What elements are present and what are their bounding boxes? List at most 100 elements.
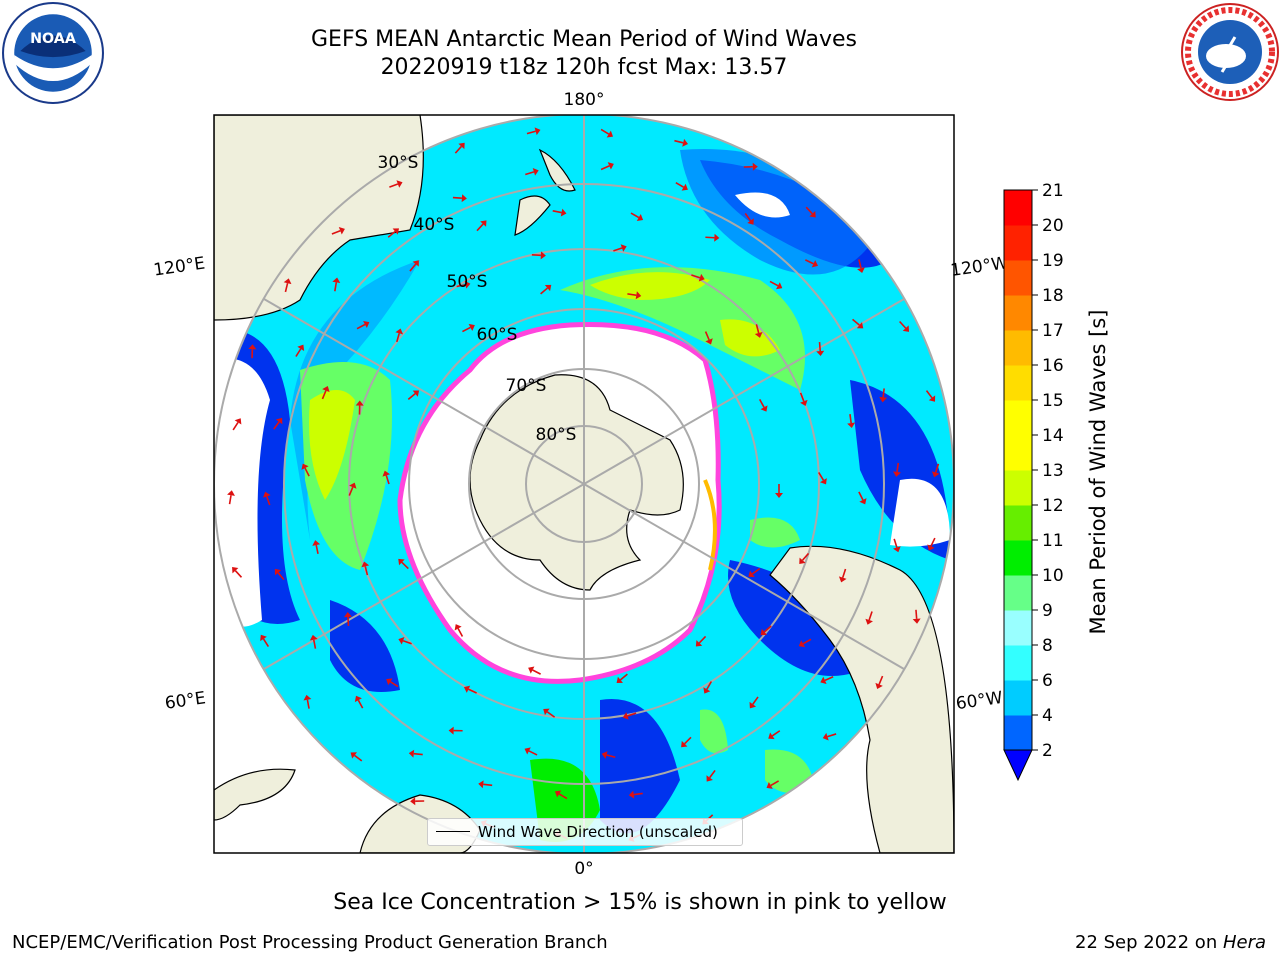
deep-blue-region-s: [600, 699, 680, 834]
wave-arrow-shaft: [878, 675, 884, 685]
map-legend: Wind Wave Direction (unscaled): [427, 818, 743, 846]
wave-arrow-shaft: [456, 283, 466, 288]
wave-arrow-head: [703, 687, 711, 694]
wave-arrow-shaft: [675, 181, 685, 188]
wave-arrow-head: [822, 732, 829, 741]
wave-arrow-shaft: [627, 293, 637, 297]
chart-title: GEFS MEAN Antarctic Mean Period of Wind …: [311, 27, 857, 52]
australia: [214, 115, 424, 321]
wave-arrow-head: [263, 491, 271, 498]
wave-arrow-head: [312, 540, 321, 546]
legend-label: Wind Wave Direction (unscaled): [478, 823, 718, 841]
lon-label-120e: 120°E: [152, 254, 206, 281]
wave-arrow-head: [927, 544, 935, 551]
wave-arrow-head: [606, 130, 614, 138]
wave-arrow-shaft: [633, 792, 643, 796]
colorbar-swatch: [1004, 470, 1032, 506]
wave-arrow-shaft: [751, 567, 761, 575]
wave-arrow-head: [893, 546, 901, 553]
wave-arrow-shaft: [704, 331, 710, 341]
wave-arrow-head: [681, 740, 688, 748]
wave-arrow-shaft: [606, 754, 616, 758]
colorbar-swatch: [1004, 295, 1032, 331]
yellow-region-ne: [720, 319, 780, 357]
wave-arrow-head: [543, 708, 550, 716]
wave-arrow-shaft: [407, 393, 416, 401]
colorbar-swatch: [1004, 575, 1032, 611]
wave-arrow-shaft: [462, 326, 471, 333]
wave-arrow-shaft: [613, 247, 623, 252]
wave-arrow-head: [695, 640, 703, 647]
yellow-region-w: [309, 390, 355, 500]
wave-arrow-head: [847, 422, 856, 429]
antarctica: [469, 374, 684, 591]
wave-arrow-head: [398, 636, 405, 645]
wave-arrow-head: [714, 233, 720, 242]
wave-arrow-head: [392, 228, 400, 235]
white-region-w: [214, 358, 270, 627]
wave-arrow-head: [301, 463, 309, 470]
white-region-e: [890, 478, 950, 547]
wave-arrow-head: [601, 751, 608, 759]
colorbar-swatch: [1004, 190, 1032, 226]
wave-arrow-shaft: [896, 462, 900, 473]
colorbar-tick-label: 20: [1042, 216, 1064, 236]
madagascar: [214, 768, 296, 821]
wave-arrow-shaft: [627, 712, 637, 717]
wave-arrow-shaft: [331, 229, 341, 235]
wave-arrow-head: [698, 273, 705, 282]
colorbar-tick-label: 16: [1042, 356, 1064, 376]
colorbar: 2 4 6 8 9 10 11 12 13 14 15 16 17 18 19 20 21: [1003, 181, 1064, 782]
wave-arrow-shaft: [849, 414, 852, 424]
lat-label-60s: 60°S: [477, 325, 518, 345]
wave-arrow-head: [754, 331, 763, 338]
colorbar-tick-label: 4: [1042, 706, 1053, 726]
wave-arrow-shaft: [802, 638, 812, 645]
colorbar-tick-label: 10: [1042, 566, 1064, 586]
wave-arrow-shaft: [930, 537, 936, 547]
wave-arrow-head: [752, 162, 758, 171]
colorbar-tick-label: 18: [1042, 286, 1064, 306]
wave-arrow-shaft: [827, 733, 837, 738]
lat-label-40s: 40°S: [414, 215, 455, 235]
colorbar-tick-label: 11: [1042, 531, 1064, 551]
wave-arrow-head: [396, 180, 403, 188]
lon-label-180: 180°: [564, 90, 605, 110]
wave-arrow-shaft: [334, 282, 338, 292]
colorbar-swatch: [1004, 610, 1032, 646]
wave-arrow-head: [274, 568, 282, 576]
wave-arrow-head: [928, 395, 936, 402]
new-zealand-south: [514, 195, 551, 236]
wave-arrow-shaft: [674, 139, 684, 144]
wave-arrow-shaft: [389, 183, 399, 188]
wave-arrow-head: [382, 470, 391, 477]
wave-arrow-head: [616, 676, 623, 683]
wave-arrow-shaft: [558, 793, 568, 800]
wave-arrow-head: [635, 291, 642, 300]
wave-arrow-head: [234, 418, 242, 425]
wave-arrow-shaft: [354, 754, 363, 762]
colorbar-swatch: [1004, 645, 1032, 681]
wave-arrow-shaft: [306, 699, 310, 709]
wave-arrow-head: [232, 567, 239, 574]
wave-arrow-head: [912, 618, 921, 624]
colorbar-label: Mean Period of Wind Waves [s]: [1086, 309, 1110, 635]
wave-arrow-head: [297, 344, 305, 352]
colorbar-tick-label: 15: [1042, 391, 1064, 411]
south-america: [769, 545, 954, 853]
footer-date: 22 Sep 2022 on Hera: [1075, 932, 1266, 953]
wave-arrow-head: [859, 498, 867, 505]
wave-arrow-head: [464, 280, 471, 289]
wave-arrow-shaft: [262, 638, 270, 647]
wave-arrow-shaft: [385, 475, 390, 485]
wave-arrow-shaft: [468, 688, 477, 694]
wave-arrow-head: [412, 260, 419, 267]
wave-arrow-head: [760, 628, 767, 636]
wave-arrow-head: [332, 277, 341, 284]
wave-arrow-shaft: [540, 287, 548, 295]
wave-arrow-shaft: [483, 783, 493, 787]
wave-arrow-shaft: [805, 259, 814, 265]
colorbar-tick-label: 6: [1042, 671, 1053, 691]
wave-arrow-shaft: [705, 236, 715, 239]
wave-arrow-head: [681, 183, 688, 191]
